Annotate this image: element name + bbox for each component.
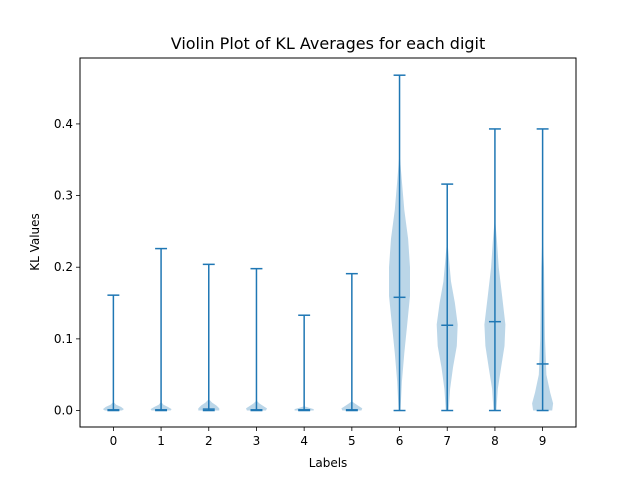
x-tick-label-3: 3: [253, 434, 261, 448]
y-axis-label: KL Values: [28, 213, 42, 271]
y-tick-label-2: 0.2: [54, 260, 73, 274]
violin-4: [294, 314, 314, 412]
violin-0: [102, 294, 124, 412]
y-tick-label-3: 0.3: [54, 189, 73, 203]
y-tick-label-4: 0.4: [54, 117, 73, 131]
x-tick-label-2: 2: [205, 434, 213, 448]
y-tick-label-1: 0.1: [54, 332, 73, 346]
violin-5: [341, 272, 363, 412]
tick-layer: 0 1 2 3 4 5 6 7 8 9 0.0 0.1 0.2 0.3 0.4: [54, 117, 547, 448]
violin-9: [532, 128, 554, 412]
x-tick-label-5: 5: [348, 434, 356, 448]
x-tick-label-8: 8: [491, 434, 499, 448]
violin-1: [150, 247, 172, 412]
x-axis-label: Labels: [309, 456, 348, 470]
violin-7: [436, 183, 458, 412]
violin-3: [246, 267, 267, 412]
x-tick-label-1: 1: [157, 434, 165, 448]
violin-8: [484, 128, 506, 412]
x-tick-label-7: 7: [443, 434, 451, 448]
x-tick-label-4: 4: [300, 434, 308, 448]
x-tick-label-9: 9: [539, 434, 547, 448]
chart-title: Violin Plot of KL Averages for each digi…: [171, 34, 486, 53]
violin-layer: [102, 74, 554, 412]
x-tick-label-6: 6: [396, 434, 404, 448]
violin-2: [198, 263, 220, 412]
violin-6: [389, 74, 410, 412]
x-tick-label-0: 0: [110, 434, 118, 448]
y-tick-label-0: 0.0: [54, 404, 73, 418]
plot-frame: [79, 57, 577, 428]
